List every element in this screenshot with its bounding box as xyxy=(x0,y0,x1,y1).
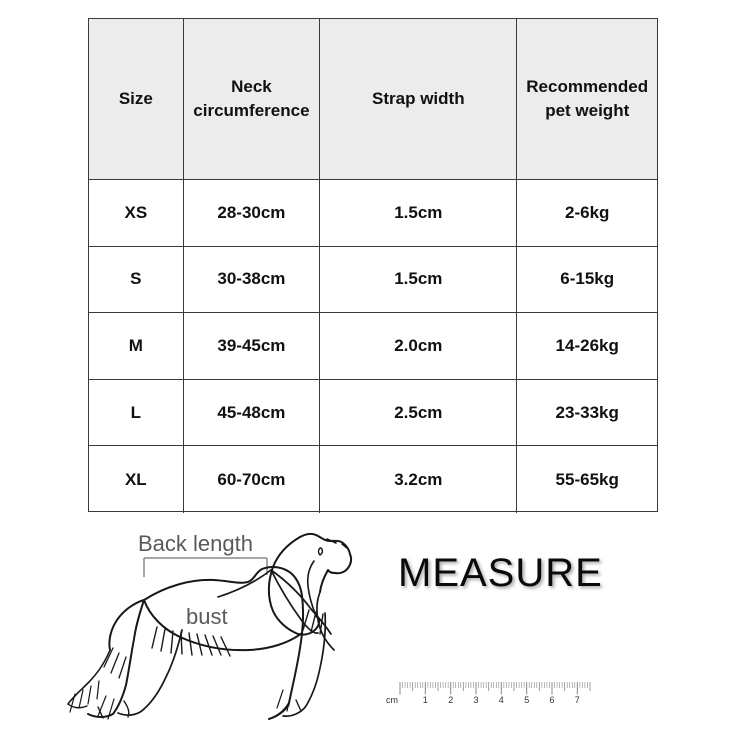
svg-text:2: 2 xyxy=(448,695,453,705)
svg-text:7: 7 xyxy=(575,695,580,705)
svg-text:3: 3 xyxy=(473,695,478,705)
svg-text:5: 5 xyxy=(524,695,529,705)
svg-text:1: 1 xyxy=(423,695,428,705)
svg-text:6: 6 xyxy=(549,695,554,705)
svg-text:4: 4 xyxy=(499,695,504,705)
svg-text:cm: cm xyxy=(386,695,398,705)
